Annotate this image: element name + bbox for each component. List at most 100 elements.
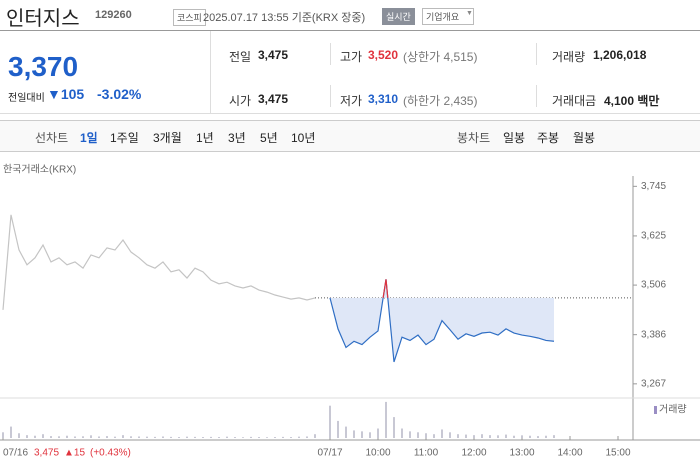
volume-bar xyxy=(234,437,236,438)
period-tab[interactable]: 일봉 xyxy=(503,131,526,145)
volume-bar xyxy=(290,437,292,438)
divider xyxy=(536,43,537,65)
volume-bar xyxy=(513,435,515,438)
volume-bar xyxy=(26,435,28,438)
volume-bar xyxy=(529,435,531,438)
period-tab[interactable]: 3년 xyxy=(228,131,246,145)
volume-bar xyxy=(82,436,84,438)
volume-bar xyxy=(146,436,148,438)
volume-bar xyxy=(74,436,76,438)
volume-bar xyxy=(521,435,523,438)
volume-bar xyxy=(345,426,347,438)
volume-bar xyxy=(138,436,140,438)
stat-label: 거래량 xyxy=(552,50,586,64)
change-label: 전일대비 xyxy=(8,93,45,104)
legend-swatch xyxy=(654,406,657,414)
dropdown-arrow: ▼ xyxy=(466,10,473,17)
timestamp: 2025.07.17 13:55 기준(KRX 장중) xyxy=(203,12,366,24)
period-tab[interactable]: 1주일 xyxy=(110,131,139,145)
volume-bar xyxy=(90,435,92,438)
footer-info: (+0.43%) xyxy=(90,448,131,459)
volume-bar xyxy=(170,436,172,438)
x-tick-label: 12:00 xyxy=(461,448,486,459)
volume-bar xyxy=(250,436,252,438)
period-tabs: 선차트 봉차트 1일 1주일 3개월 1년 3년 5년 10년 일봉 주봉 월봉 xyxy=(0,120,700,152)
volume-bar xyxy=(537,436,539,438)
footer-info: ▲15 xyxy=(64,448,85,459)
volume-bar xyxy=(202,437,204,438)
x-tick-label: 10:00 xyxy=(365,448,390,459)
stat-value: 1,206,018 xyxy=(593,48,647,62)
volume-bar xyxy=(497,435,499,438)
volume-bar xyxy=(353,430,355,438)
realtime-button[interactable]: 실시간 xyxy=(382,8,415,25)
volume-bar xyxy=(2,432,4,438)
volume-bar xyxy=(226,436,228,438)
x-tick-label: 07/16 xyxy=(3,448,28,459)
x-tick-label: 14:00 xyxy=(557,448,582,459)
line xyxy=(329,279,555,363)
stat-label: 저가 xyxy=(340,94,363,108)
volume-bar xyxy=(409,431,411,438)
y-tick-label: 3,745 xyxy=(641,181,666,192)
period-tab[interactable]: 5년 xyxy=(260,131,278,145)
volume-bar xyxy=(369,432,371,438)
volume-bar xyxy=(473,435,475,438)
change: ▼105 xyxy=(47,86,85,102)
volume-bar xyxy=(106,436,108,438)
volume-bar xyxy=(162,436,164,438)
stat-label: 거래대금 xyxy=(552,94,597,108)
period-tab[interactable]: 1년 xyxy=(196,131,214,145)
volume-bar xyxy=(441,429,443,438)
period-tab[interactable]: 주봉 xyxy=(537,131,560,145)
volume-bar xyxy=(306,436,308,438)
volume-bar xyxy=(329,405,331,438)
period-tab[interactable]: 3개월 xyxy=(153,131,182,145)
y-tick-label: 3,506 xyxy=(641,280,666,291)
quote-box: 3,370 전일대비 ▼105 -3.02% 전일 3,475 고가 3,520… xyxy=(0,30,700,114)
divider xyxy=(330,85,331,107)
volume-bar xyxy=(218,437,220,438)
tab-group-label: 선차트 xyxy=(35,131,69,145)
volume-bar xyxy=(242,437,244,438)
stat-label: 시가 xyxy=(229,94,252,108)
volume-bar xyxy=(377,428,379,438)
volume-bar xyxy=(505,434,507,438)
volume-bar xyxy=(114,436,116,438)
period-tab[interactable]: 월봉 xyxy=(573,131,596,145)
period-tab[interactable]: 1일 xyxy=(80,131,98,145)
legend-label: 거래량 xyxy=(659,404,687,416)
volume-bar xyxy=(210,436,212,438)
volume-bar xyxy=(274,437,276,438)
volume-bar xyxy=(130,436,132,438)
company-dropdown[interactable]: 기업개요 xyxy=(422,8,475,25)
volume-bar xyxy=(425,433,427,438)
volume-bar xyxy=(186,436,188,438)
stock-code: 129260 xyxy=(95,9,132,21)
y-tick-label: 3,267 xyxy=(641,378,666,389)
stat-value: 3,520 xyxy=(368,48,399,62)
volume-bar xyxy=(266,437,268,438)
period-tab[interactable]: 10년 xyxy=(291,131,316,145)
divider xyxy=(330,43,331,65)
volume-bar xyxy=(433,434,435,438)
stat-label: 전일 xyxy=(229,50,252,64)
volume-bar xyxy=(122,435,124,438)
volume-bar xyxy=(34,435,36,438)
volume-bar xyxy=(42,434,44,438)
volume-bar xyxy=(154,436,156,438)
price: 3,370 xyxy=(8,51,79,82)
stock-name: 인터지스 xyxy=(6,8,80,30)
volume-bar xyxy=(298,436,300,438)
divider xyxy=(210,31,211,113)
stat-note: (상한가 4,515) xyxy=(403,50,478,64)
stat-label: 고가 xyxy=(340,50,363,64)
change-rate: -3.02% xyxy=(97,86,142,102)
volume-bar xyxy=(489,435,491,438)
line xyxy=(2,214,316,310)
x-tick-label: 13:00 xyxy=(509,448,534,459)
volume-bar xyxy=(545,435,547,438)
volume-bar xyxy=(361,431,363,438)
volume-bar xyxy=(98,436,100,438)
